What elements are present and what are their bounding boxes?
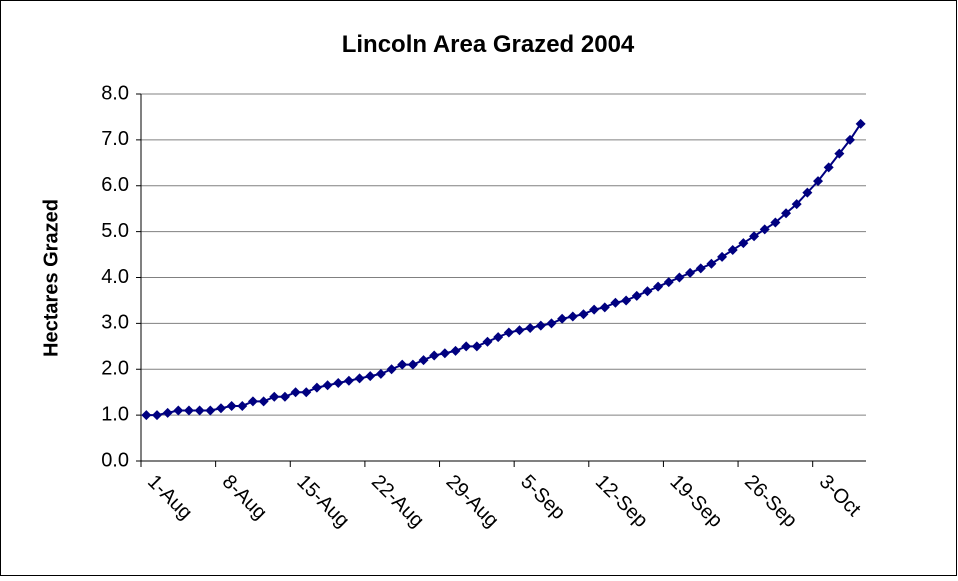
data-point — [653, 281, 664, 292]
data-point — [791, 199, 802, 210]
data-point — [354, 373, 365, 384]
data-point — [717, 251, 728, 262]
data-point — [813, 176, 824, 187]
data-point — [685, 267, 696, 278]
data-point — [290, 387, 301, 398]
data-point — [482, 336, 493, 347]
data-point — [151, 410, 162, 421]
data-point — [269, 391, 280, 402]
data-point — [599, 302, 610, 313]
data-point — [429, 350, 440, 361]
y-tick-label: 4.0 — [101, 266, 129, 288]
data-point — [365, 371, 376, 382]
data-point — [215, 403, 226, 414]
chart-title: Lincoln Area Grazed 2004 — [342, 31, 635, 58]
data-point — [695, 263, 706, 274]
data-point — [311, 382, 322, 393]
data-point — [546, 318, 557, 329]
y-axis-label: Hectares Grazed — [40, 199, 62, 357]
data-point — [258, 396, 269, 407]
data-point — [802, 187, 813, 198]
data-point — [461, 341, 472, 352]
data-point — [535, 320, 546, 331]
data-point — [727, 244, 738, 255]
data-point — [674, 272, 685, 283]
data-point — [205, 405, 216, 416]
data-point — [450, 345, 461, 356]
data-point — [738, 238, 749, 249]
data-point — [749, 231, 760, 242]
data-point — [247, 396, 258, 407]
data-point — [343, 375, 354, 386]
data-point — [162, 407, 173, 418]
data-point — [514, 325, 525, 336]
data-point — [141, 410, 152, 421]
data-point — [407, 359, 418, 370]
data-point — [322, 380, 333, 391]
data-point — [770, 217, 781, 228]
data-point — [226, 400, 237, 411]
data-point — [503, 327, 514, 338]
data-point — [781, 208, 792, 219]
data-point — [642, 286, 653, 297]
data-point — [386, 364, 397, 375]
data-point — [759, 224, 770, 235]
y-tick-label: 2.0 — [101, 358, 129, 380]
data-point — [610, 297, 621, 308]
data-point — [439, 348, 450, 359]
y-tick-label: 5.0 — [101, 220, 129, 242]
data-point — [375, 368, 386, 379]
data-point — [589, 304, 600, 315]
data-point — [621, 295, 632, 306]
y-tick-label: 7.0 — [101, 128, 129, 150]
data-point — [279, 391, 290, 402]
data-point — [663, 277, 674, 288]
data-point — [823, 162, 834, 173]
data-point — [333, 378, 344, 389]
data-point — [706, 258, 717, 269]
y-tick-label: 6.0 — [101, 174, 129, 196]
data-point — [418, 355, 429, 366]
data-point — [525, 322, 536, 333]
data-point — [397, 359, 408, 370]
data-point — [173, 405, 184, 416]
data-point — [845, 134, 856, 145]
data-point — [834, 148, 845, 159]
data-point — [301, 387, 312, 398]
data-point — [567, 311, 578, 322]
data-point — [471, 341, 482, 352]
data-point — [631, 290, 642, 301]
y-tick-label: 3.0 — [101, 312, 129, 334]
data-point — [855, 118, 866, 129]
data-point — [493, 332, 504, 343]
data-point — [237, 400, 248, 411]
data-point — [557, 313, 568, 324]
data-point — [183, 405, 194, 416]
y-tick-label: 1.0 — [101, 403, 129, 425]
data-point — [194, 405, 205, 416]
y-tick-label: 8.0 — [101, 82, 129, 104]
data-point — [578, 309, 589, 320]
y-tick-label: 0.0 — [101, 449, 129, 471]
